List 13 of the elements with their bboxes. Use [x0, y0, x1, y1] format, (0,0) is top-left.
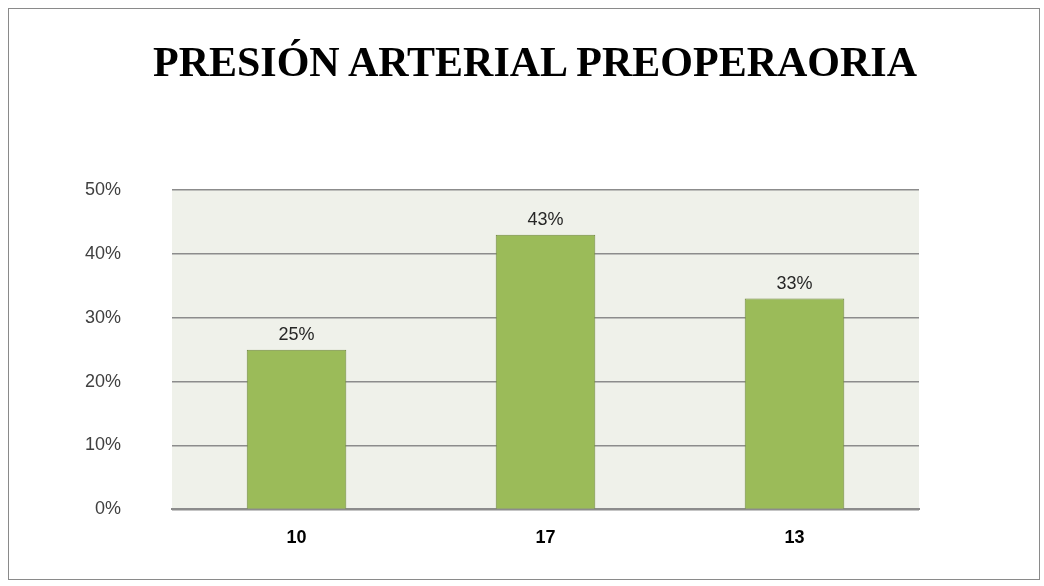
x-tick-label: 10 [286, 527, 307, 548]
x-tick-label: 17 [535, 527, 556, 548]
data-label: 25% [278, 323, 315, 344]
data-label: 33% [776, 272, 813, 293]
y-tick-label: 40% [85, 242, 122, 263]
y-tick-label: 0% [95, 498, 122, 519]
y-tick-label: 10% [85, 434, 122, 455]
data-label: 43% [527, 208, 564, 229]
chart-title: PRESIÓN ARTERIAL PREOPERAORIA [153, 39, 917, 85]
y-tick-label: 30% [85, 306, 122, 327]
y-tick-label: 50% [85, 178, 122, 199]
x-tick-label: 13 [784, 527, 805, 548]
y-tick-label: 20% [85, 370, 122, 391]
